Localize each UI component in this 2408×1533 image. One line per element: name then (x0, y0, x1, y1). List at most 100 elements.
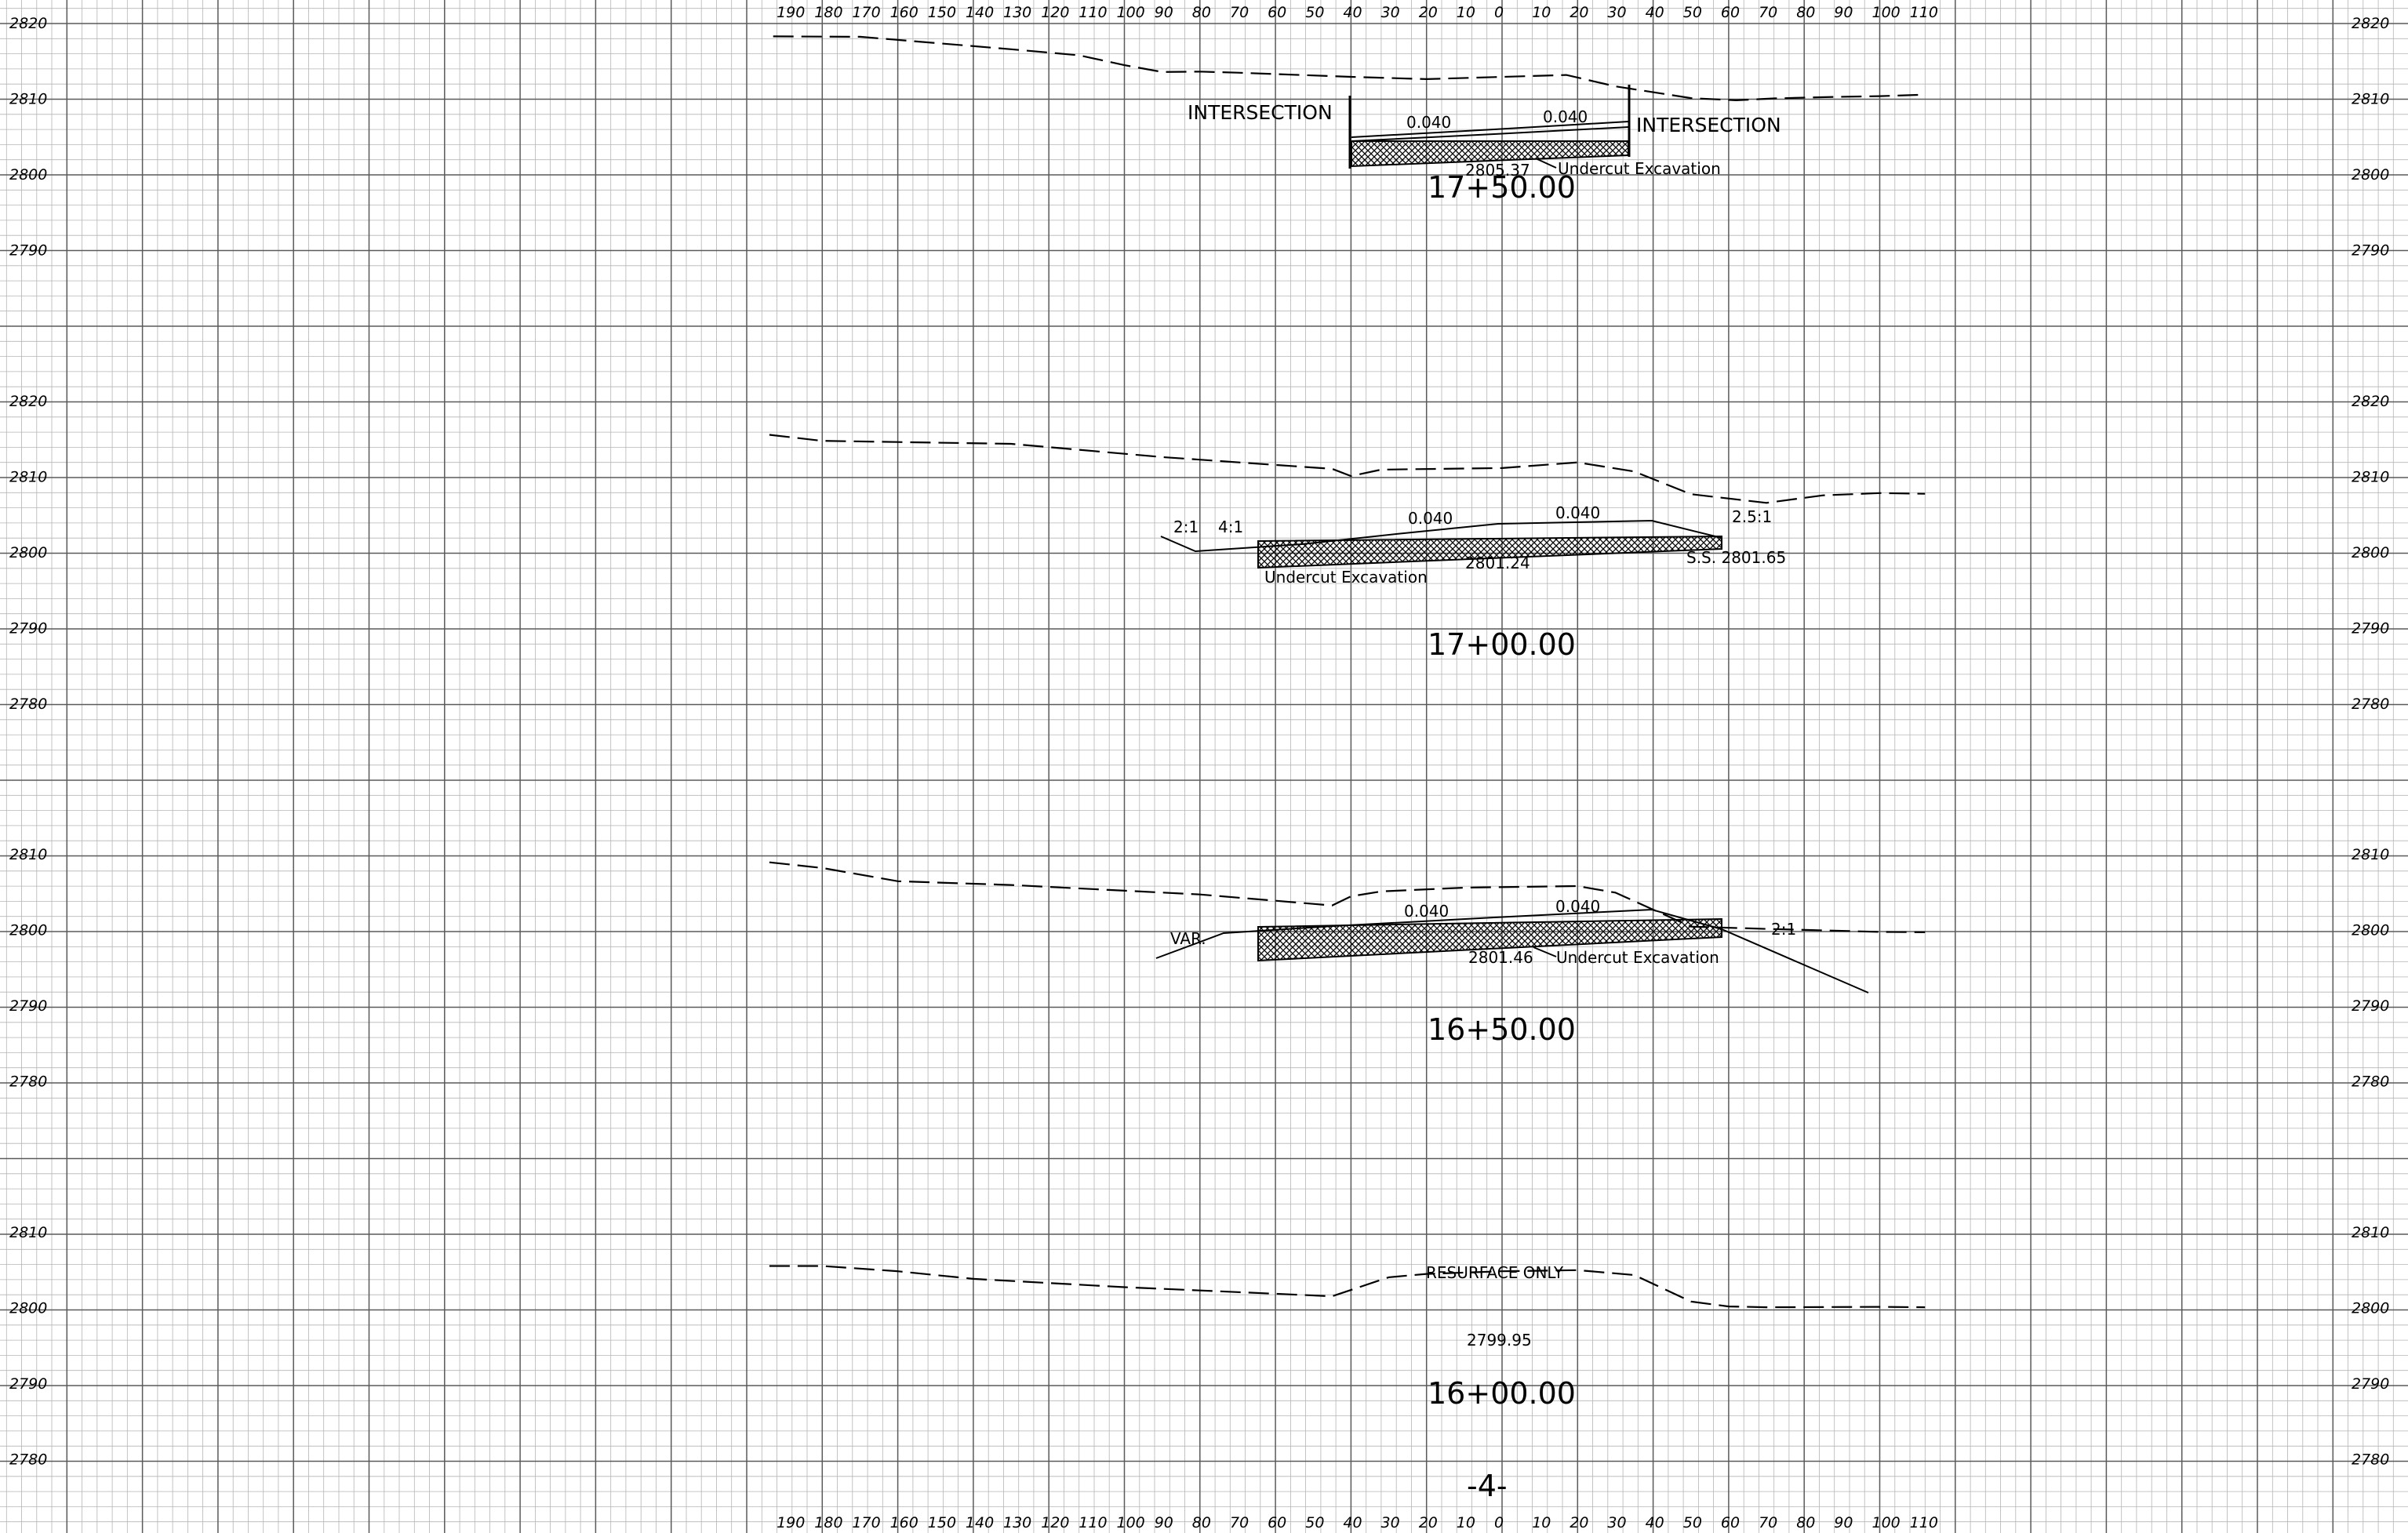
elevation-tick-label: 2780 (2352, 1451, 2389, 1469)
proposed-subgrade (1351, 126, 1629, 142)
offset-label: 40 (1343, 4, 1362, 21)
proposed-surface (1155, 908, 1869, 994)
offset-label: 30 (1381, 4, 1400, 21)
elevation-tick-label: 2790 (9, 242, 47, 260)
elevation-tick-label: 2800 (2352, 922, 2389, 939)
offset-label: 150 (928, 4, 956, 21)
station-label: 16+00.00 (1428, 1376, 1576, 1411)
offset-label: 90 (1155, 1514, 1173, 1531)
cross-slope-left: 0.040 (1408, 509, 1453, 528)
elevation-tick-label: 2780 (9, 1451, 47, 1469)
offset-label: 30 (1381, 1514, 1400, 1531)
axis-labels: 190 180 170 160 150 140 130 120 110 100 90 80 70 60 50… (9, 4, 2389, 1531)
offset-label: 20 (1419, 1514, 1438, 1531)
elevation-tick-label: 2780 (9, 1073, 47, 1091)
elevation-label: 2801.46 (1468, 948, 1533, 967)
offset-label: 110 (1910, 4, 1938, 21)
elevation-tick-label: 2790 (2352, 1375, 2389, 1393)
existing-ground-line (769, 434, 1926, 504)
elevation-tick-label: 2800 (9, 922, 47, 939)
offset-label: 70 (1230, 4, 1249, 21)
elevation-tick-label: 2810 (9, 469, 47, 486)
offset-label: 30 (1607, 1514, 1626, 1531)
resurface-label: RESURFACE ONLY (1426, 1263, 1564, 1282)
offset-label: 40 (1646, 1514, 1664, 1531)
offset-label: 100 (1117, 1514, 1145, 1531)
elevation-tick-label: 2790 (9, 997, 47, 1015)
offset-label: 60 (1721, 4, 1740, 21)
intersection-label-right: INTERSECTION (1636, 114, 1781, 136)
offset-label: 50 (1305, 1514, 1324, 1531)
shoulder-label: S.S. 2801.65 (1686, 548, 1786, 567)
offset-label: 50 (1683, 1514, 1702, 1531)
section-17-00: 2:1 4:1 0.040 0.040 2801.24 Undercut Exc… (1160, 503, 1786, 662)
elevation-tick-label: 2800 (2352, 166, 2389, 183)
offset-label: 10 (1457, 4, 1475, 21)
offset-label: 80 (1796, 4, 1815, 21)
elevation-tick-label: 2780 (9, 696, 47, 713)
offset-label: 180 (814, 1514, 842, 1531)
slope-label-right: 2.5:1 (1732, 507, 1772, 526)
offset-label: 50 (1305, 4, 1324, 21)
elevation-tick-label: 2800 (9, 166, 47, 183)
offset-label: 100 (1872, 4, 1901, 21)
offset-label: 70 (1230, 1514, 1249, 1531)
elevation-tick-label: 2790 (2352, 997, 2389, 1015)
offset-label: 10 (1532, 1514, 1551, 1531)
offset-label: 20 (1570, 1514, 1588, 1531)
offset-label: 180 (814, 4, 842, 21)
offset-label: 30 (1607, 4, 1626, 21)
elevation-tick-label: 2810 (9, 91, 47, 108)
offset-label: 100 (1117, 4, 1145, 21)
excavation-label: Undercut Excavation (1558, 159, 1721, 178)
offset-label: 160 (890, 1514, 918, 1531)
offset-label: 140 (966, 4, 994, 21)
offset-label: 10 (1532, 4, 1551, 21)
offset-label: 60 (1721, 1514, 1740, 1531)
elevation-tick-label: 2810 (9, 846, 47, 863)
elevation-tick-label: 2800 (2352, 544, 2389, 561)
elevation-tick-label: 2790 (9, 1375, 47, 1393)
offset-label: 10 (1457, 1514, 1475, 1531)
offset-label: 70 (1759, 4, 1777, 21)
excavation-label: Undercut Excavation (1264, 568, 1428, 587)
station-label: 17+50.00 (1428, 170, 1576, 205)
offset-label: 110 (1079, 1514, 1107, 1531)
page-number: -4- (1467, 1469, 1508, 1503)
offset-label: 160 (890, 4, 918, 21)
offset-label: 170 (852, 4, 880, 21)
elevation-tick-label: 2820 (2352, 393, 2389, 410)
offset-label: 60 (1268, 1514, 1286, 1531)
station-label: 17+00.00 (1428, 627, 1576, 662)
offset-label: 90 (1834, 1514, 1853, 1531)
offset-label: 50 (1683, 4, 1702, 21)
leader-arrow (1537, 158, 1557, 169)
offset-label: 80 (1192, 4, 1211, 21)
offset-label: 20 (1570, 4, 1588, 21)
elevation-tick-label: 2810 (2352, 1224, 2389, 1241)
slope-label-right: 2:1 (1771, 920, 1796, 939)
offset-label: 130 (1003, 1514, 1031, 1531)
offset-label: 110 (1910, 1514, 1938, 1531)
undercut-excavation-hatch (1257, 535, 1722, 569)
undercut-excavation-hatch (1257, 917, 1722, 962)
proposed-surface (1351, 121, 1629, 138)
elevation-tick-label: 2810 (2352, 91, 2389, 108)
elevation-label: 2801.24 (1465, 554, 1530, 572)
offset-label: 0 (1494, 1514, 1504, 1531)
existing-ground-line (769, 1265, 1926, 1309)
elevation-label: 2799.95 (1467, 1331, 1532, 1350)
cross-slope-right: 0.040 (1555, 897, 1600, 916)
elevation-tick-label: 2810 (2352, 846, 2389, 863)
cross-slope-right: 0.040 (1555, 503, 1600, 522)
section-16-50: VAR. 0.040 0.040 2801.46 Undercut Excava… (1155, 897, 1869, 1047)
offset-label: 190 (777, 4, 805, 21)
elevation-tick-label: 2800 (9, 1300, 47, 1317)
offset-label: 120 (1041, 4, 1069, 21)
elevation-tick-label: 2810 (9, 1224, 47, 1241)
proposed-surface (1160, 519, 1722, 553)
offset-label: 100 (1872, 1514, 1901, 1531)
